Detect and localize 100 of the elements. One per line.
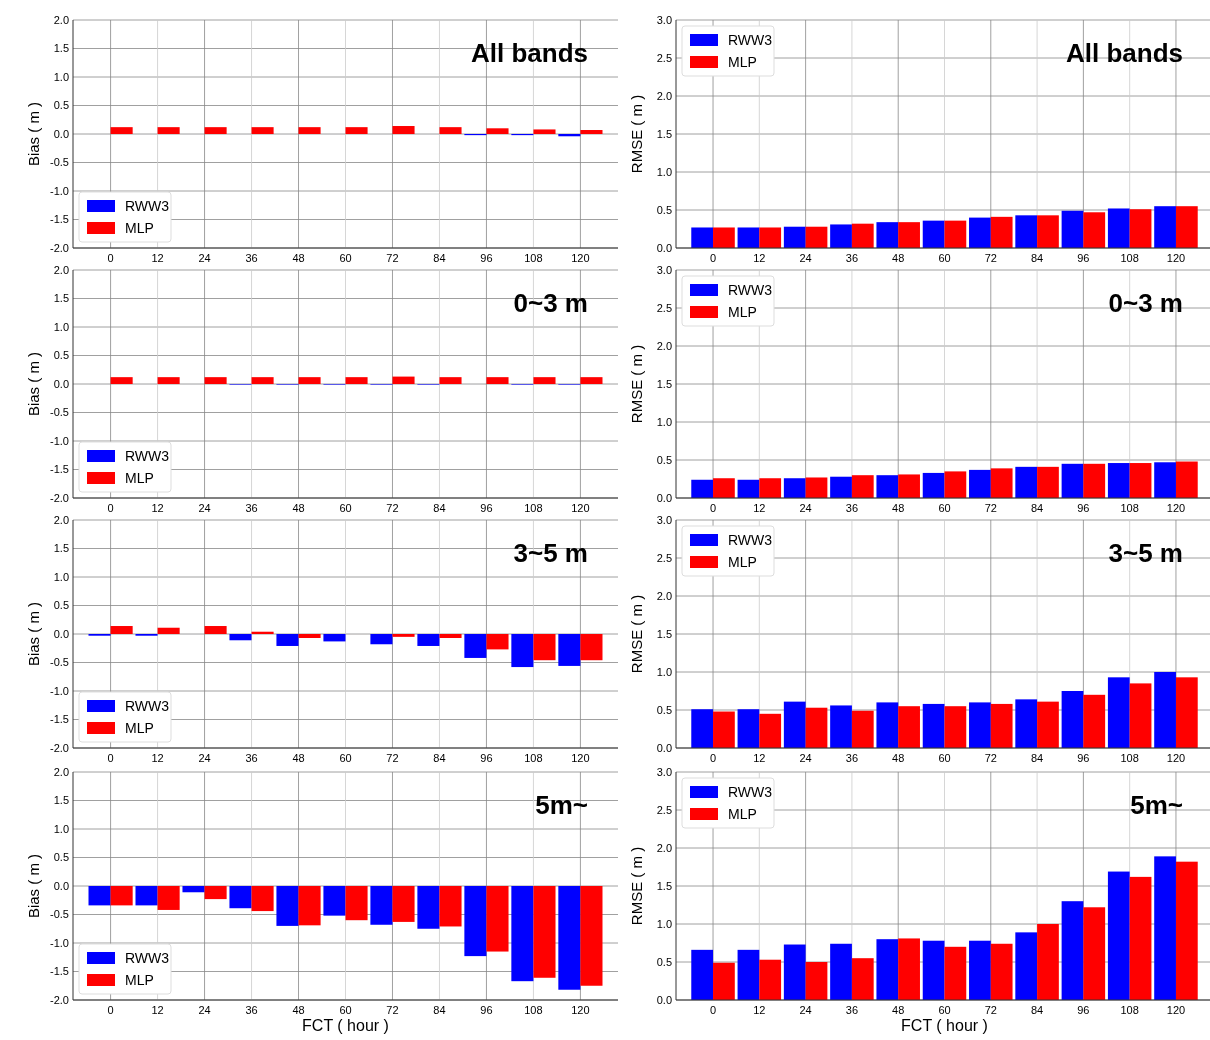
text: 5m~: [1130, 790, 1183, 820]
bar: [759, 713, 782, 748]
x-tick-label: 12: [151, 502, 164, 514]
bar: [851, 475, 874, 498]
bar: [1037, 701, 1059, 748]
bar: [783, 226, 806, 248]
bar: [922, 703, 945, 748]
bar: [1061, 210, 1084, 248]
y-tick-label: 3.0: [656, 513, 672, 526]
text: All bands: [470, 38, 588, 68]
x-tick-label: 12: [753, 502, 766, 514]
x-tick-label: 72: [386, 252, 399, 264]
y-tick-label: 1.5: [53, 542, 69, 555]
bar: [1083, 907, 1106, 1000]
y-tick-label: -0.5: [50, 908, 69, 921]
bar: [759, 227, 782, 248]
bar: [922, 472, 945, 498]
y-tick-label: 1.5: [656, 879, 672, 892]
bar: [204, 626, 227, 634]
bar: [1107, 463, 1130, 498]
bar: [1037, 215, 1059, 248]
x-tick-label: 12: [151, 752, 164, 764]
bar: [157, 377, 180, 384]
x-tick-label: 0: [107, 502, 114, 514]
x-tick-label: 120: [1166, 252, 1186, 264]
bar: [737, 709, 760, 748]
y-tick-label: 2.0: [656, 589, 672, 602]
bar: [737, 479, 760, 498]
bar: [370, 634, 393, 645]
bar: [110, 377, 133, 384]
bar: [1175, 206, 1198, 248]
x-tick-label: 48: [292, 502, 305, 514]
x-tick-label: 36: [845, 752, 859, 764]
y-tick-label: 1.5: [53, 292, 69, 305]
x-tick-label: 24: [799, 752, 812, 764]
y-tick-label: 1.5: [53, 42, 69, 55]
x-tick-label: 12: [151, 252, 164, 264]
y-axis-title: RMSE ( m ): [628, 846, 645, 926]
bar: [830, 224, 852, 248]
bar: [464, 634, 487, 658]
bar: [1129, 876, 1152, 1000]
bar: [1107, 871, 1130, 1000]
bar: [417, 634, 440, 646]
bar: [737, 227, 760, 248]
bar: [1015, 699, 1038, 748]
y-tick-label: 0.0: [656, 241, 672, 254]
y-tick-label: 2.0: [53, 263, 69, 276]
bar: [486, 377, 509, 384]
legend-label: RWW3: [125, 697, 170, 714]
y-tick-label: 3.0: [656, 765, 672, 778]
text: 3~5 m: [513, 538, 588, 568]
bar: [898, 474, 920, 498]
x-tick-label: 36: [245, 752, 258, 764]
y-tick-label: 0.0: [656, 491, 672, 504]
bar: [876, 222, 899, 248]
x-tick-label: 108: [1120, 502, 1139, 514]
x-tick-label: 24: [799, 502, 812, 514]
x-tick-label: 84: [1030, 252, 1044, 264]
legend-label: RWW3: [728, 281, 773, 298]
y-tick-label: 0.5: [656, 955, 672, 968]
y-tick-label: 1.5: [656, 377, 672, 390]
y-tick-label: -2.0: [50, 741, 69, 754]
bar: [898, 706, 920, 748]
bar: [944, 471, 967, 498]
x-tick-label: 12: [753, 752, 766, 764]
legend-label: RWW3: [125, 447, 170, 464]
bar: [944, 706, 967, 748]
y-tick-label: 2.0: [53, 513, 69, 526]
bar: [533, 377, 556, 384]
y-tick-label: -2.0: [50, 993, 69, 1006]
y-tick-label: 1.0: [53, 320, 69, 333]
y-axis-title: Bias ( m ): [25, 853, 42, 919]
bar: [713, 962, 735, 1000]
x-tick-label: 108: [1120, 752, 1139, 764]
bar: [298, 634, 321, 638]
y-tick-label: 2.5: [656, 301, 672, 314]
text: 5m~: [535, 790, 588, 820]
x-tick-label: 24: [198, 252, 211, 264]
y-tick-label: 1.5: [53, 794, 69, 807]
bar: [558, 634, 581, 666]
bar: [876, 702, 899, 748]
y-tick-label: 0.0: [656, 993, 672, 1006]
legend-label: MLP: [125, 469, 154, 486]
bar: [251, 377, 274, 384]
y-tick-label: 1.0: [53, 70, 69, 83]
x-tick-label: 120: [571, 752, 590, 764]
x-tick-label: 72: [386, 752, 399, 764]
x-tick-label: 72: [984, 1004, 997, 1016]
bar: [1015, 932, 1038, 1000]
text: 0~3 m: [1108, 288, 1183, 318]
bar: [783, 478, 806, 498]
x-tick-label: 72: [984, 502, 997, 514]
legend-label: MLP: [125, 719, 154, 736]
x-tick-label: 120: [1166, 502, 1186, 514]
x-tick-label: 120: [571, 1004, 590, 1016]
x-tick-label: 108: [524, 252, 543, 264]
bar: [691, 479, 714, 498]
y-tick-label: -2.0: [50, 241, 69, 254]
bar: [1083, 212, 1106, 248]
legend-label: RWW3: [728, 31, 773, 48]
